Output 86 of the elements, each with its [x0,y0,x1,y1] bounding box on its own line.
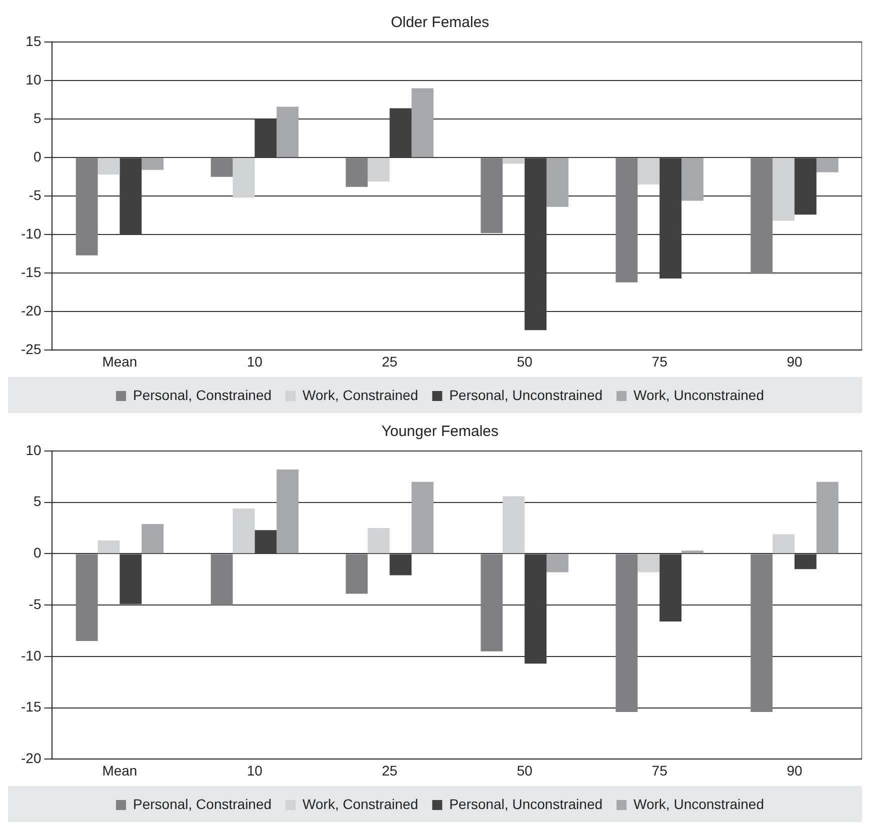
legend-label: Work, Unconstrained [634,386,764,403]
x-tick-label: 75 [652,762,668,778]
bar [368,158,390,182]
bar [794,158,816,215]
bar [368,528,390,554]
bar [546,158,568,207]
bar [346,554,368,594]
bar [772,534,795,554]
y-tick-label: 10 [26,71,42,88]
y-tick-label: -20 [21,302,42,319]
x-tick-label: 75 [652,353,668,370]
x-tick-label: 90 [786,762,803,778]
bar [794,554,816,570]
legend-label: Personal, Constrained [133,386,272,403]
y-tick-label: 0 [33,544,42,561]
y-tick-label: -10 [21,647,42,664]
bar [412,482,434,554]
y-tick-label: -20 [21,750,42,766]
bar [524,554,547,664]
bar [232,158,255,198]
y-tick-label: -10 [21,225,42,242]
x-tick-label: 10 [246,353,263,370]
bar [480,158,503,234]
bar [98,540,120,554]
bar [524,158,547,330]
chart-title: Older Females [390,14,490,32]
bar [638,554,660,572]
legend-label: Work, Constrained [302,796,418,812]
bar [142,524,164,554]
bar [76,554,98,642]
bar [232,508,255,554]
y-tick-label: -5 [28,596,42,612]
bar [254,119,277,158]
bar [76,158,98,256]
y-tick-label: 15 [26,32,42,49]
bar [616,554,638,712]
bar [616,158,638,282]
bar [142,158,164,170]
legend-label: Personal, Unconstrained [449,386,603,403]
y-tick-label: 5 [33,110,42,126]
bar [98,158,120,175]
bar [816,482,838,554]
legend-label: Personal, Unconstrained [449,796,603,812]
bar [346,158,368,187]
legend-label: Work, Constrained [302,386,418,403]
bar [638,158,660,185]
bar [254,530,277,554]
y-tick-label: 5 [33,493,42,510]
x-tick-label: Mean [102,353,138,370]
x-tick-label: 50 [516,353,533,370]
chart-title: Younger Females [381,423,499,440]
bar [412,88,434,158]
bar [750,158,773,274]
y-tick-label: -5 [28,186,42,203]
x-tick-label: 90 [786,353,803,370]
y-tick-label: -25 [21,341,42,358]
bar [660,554,682,622]
bar [276,469,299,554]
bar [276,106,299,158]
y-tick-label: 10 [26,442,42,458]
bar [120,158,142,235]
bar [816,158,838,172]
bar [772,158,795,221]
bar [546,554,568,572]
bar [681,158,704,201]
legend-label: Work, Unconstrained [634,796,764,812]
bar [480,554,503,652]
bar [502,496,525,554]
y-tick-label: 0 [33,148,42,164]
bar [681,550,704,554]
bar [750,554,773,712]
x-tick-label: 50 [516,762,533,778]
bar [210,158,233,177]
y-tick-label: -15 [21,698,42,715]
bar [502,158,525,164]
x-tick-label: 25 [382,353,398,370]
bar [120,554,142,604]
legend-label: Personal, Constrained [133,796,272,812]
y-tick-label: -15 [21,264,42,280]
x-tick-label: 25 [382,762,398,778]
bar [660,158,682,279]
bar [390,108,412,158]
bar [210,554,233,606]
x-tick-label: 10 [246,762,263,778]
bar [390,554,412,576]
x-tick-label: Mean [102,762,138,778]
